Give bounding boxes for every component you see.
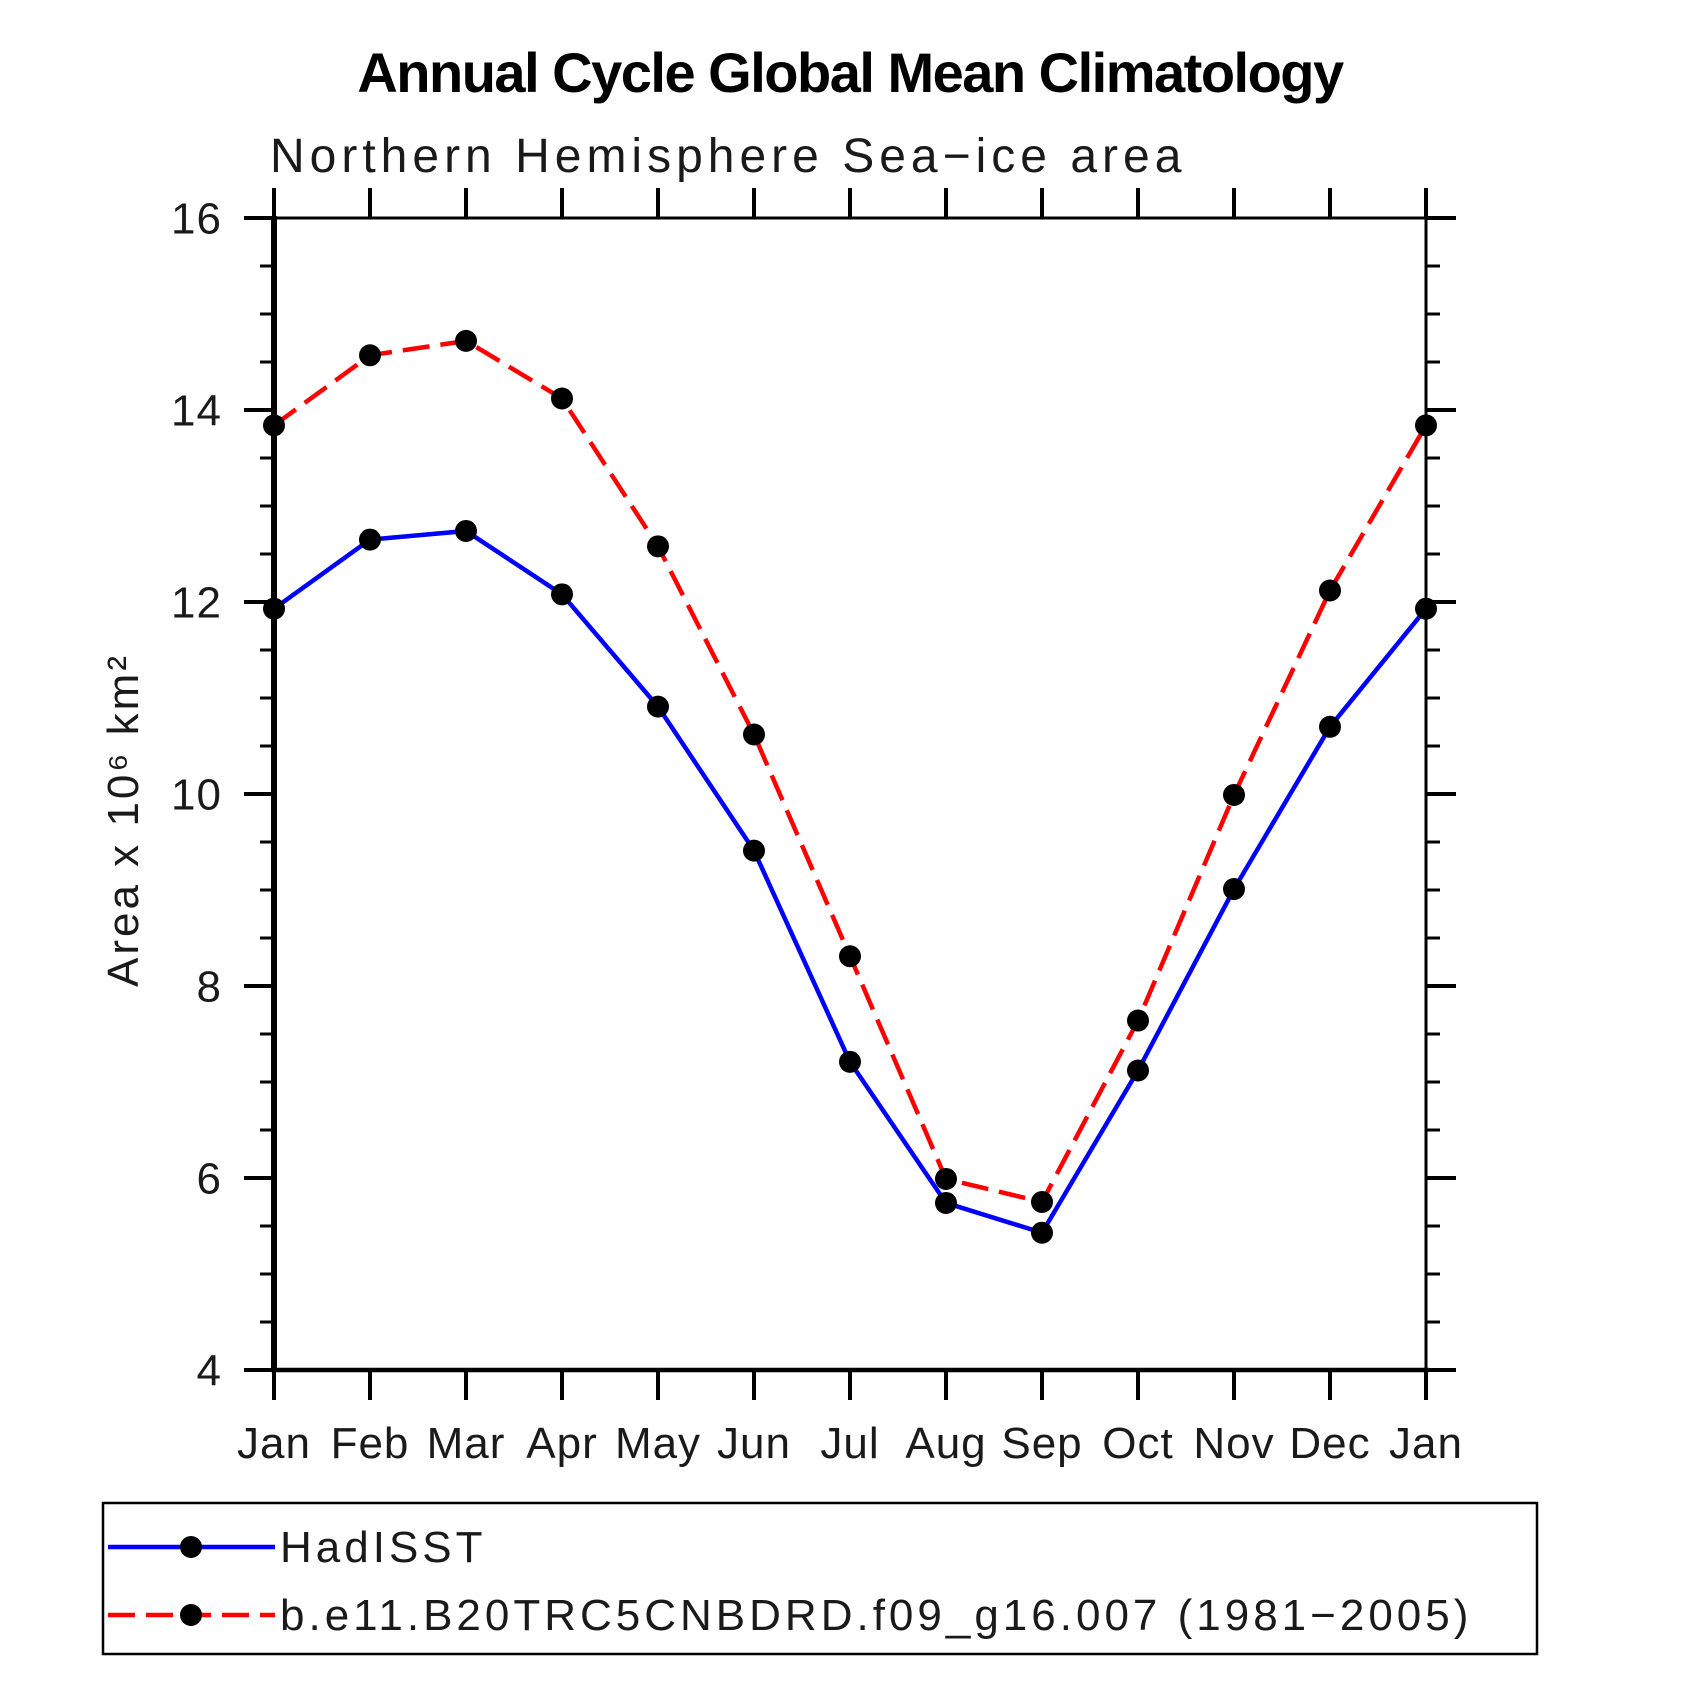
y-ticks: 4 6 8 10 12 14 16 — [171, 194, 1456, 1395]
data-point-marker — [551, 583, 573, 606]
data-point-marker — [1223, 878, 1245, 901]
chart-subtitle: Northern Hemisphere Sea−ice area — [270, 130, 1186, 183]
data-point-marker — [455, 329, 477, 352]
x-tick-label: Jan — [1389, 1419, 1463, 1468]
plot-area: 4 6 8 10 12 14 16 Jan Feb Mar Apr May Jun Jul Aug Sep Oc… — [171, 188, 1463, 1468]
x-tick-label: Jun — [717, 1419, 791, 1468]
x-tick-label: Jul — [820, 1419, 879, 1468]
y-tick-label: 12 — [171, 578, 222, 627]
data-point-marker — [743, 723, 765, 746]
series-line — [272, 528, 1428, 1236]
x-ticks: Jan Feb Mar Apr May Jun Jul Aug Sep Oct Nov Dec Jan — [237, 188, 1463, 1468]
y-tick-label: 8 — [197, 962, 222, 1011]
y-tick-label: 10 — [171, 770, 222, 819]
data-point-marker — [1127, 1059, 1149, 1082]
data-point-marker — [743, 839, 765, 862]
legend-marker-hadisst — [180, 1536, 202, 1558]
x-tick-label: Oct — [1102, 1419, 1173, 1468]
data-point-marker — [1031, 1221, 1053, 1244]
data-point-marker — [1415, 414, 1437, 437]
data-point-marker — [1127, 1009, 1149, 1032]
data-point-marker — [263, 597, 285, 620]
legend-border — [101, 1501, 1539, 1656]
data-point-marker — [359, 344, 381, 367]
data-point-marker — [1319, 579, 1341, 602]
data-point-marker — [839, 1050, 861, 1073]
axis-frame — [271, 216, 1429, 1373]
data-point-marker — [1031, 1191, 1053, 1213]
data-point-marker — [1415, 597, 1437, 620]
y-tick-label: 6 — [197, 1154, 222, 1203]
x-tick-label: May — [615, 1419, 701, 1468]
chart-title: Annual Cycle Global Mean Climatology — [357, 41, 1344, 104]
data-point-marker — [359, 528, 381, 551]
y-tick-label: 16 — [171, 194, 222, 243]
data-point-marker — [935, 1167, 957, 1190]
data-point-marker — [263, 414, 285, 437]
x-tick-label: Nov — [1193, 1419, 1274, 1468]
data-point-marker — [647, 535, 669, 558]
y-axis-title: Area x 10⁶ km² — [99, 653, 148, 987]
data-point-marker — [551, 387, 573, 410]
series-model — [263, 329, 1437, 1213]
data-point-marker — [839, 945, 861, 968]
legend-label-hadisst: HadISST — [280, 1523, 487, 1572]
x-tick-label: Feb — [331, 1419, 410, 1468]
x-tick-label: Sep — [1001, 1419, 1082, 1468]
x-tick-label: Aug — [905, 1419, 986, 1468]
data-point-marker — [455, 519, 477, 542]
x-tick-label: Dec — [1289, 1419, 1370, 1468]
series-hadisst — [263, 519, 1437, 1244]
legend: HadISST b.e11.B20TRC5CNBDRD.f09_g16.007 … — [101, 1501, 1539, 1656]
data-point-marker — [1223, 783, 1245, 806]
legend-marker-model — [180, 1604, 202, 1626]
y-tick-label: 14 — [171, 386, 222, 435]
data-point-marker — [647, 695, 669, 718]
x-tick-label: Jan — [237, 1419, 311, 1468]
y-tick-label: 4 — [197, 1346, 222, 1395]
data-point-marker — [1319, 715, 1341, 738]
data-point-marker — [935, 1191, 957, 1214]
legend-label-model: b.e11.B20TRC5CNBDRD.f09_g16.007 (1981−20… — [280, 1591, 1472, 1640]
x-tick-label: Mar — [427, 1419, 506, 1468]
x-tick-label: Apr — [526, 1419, 597, 1468]
